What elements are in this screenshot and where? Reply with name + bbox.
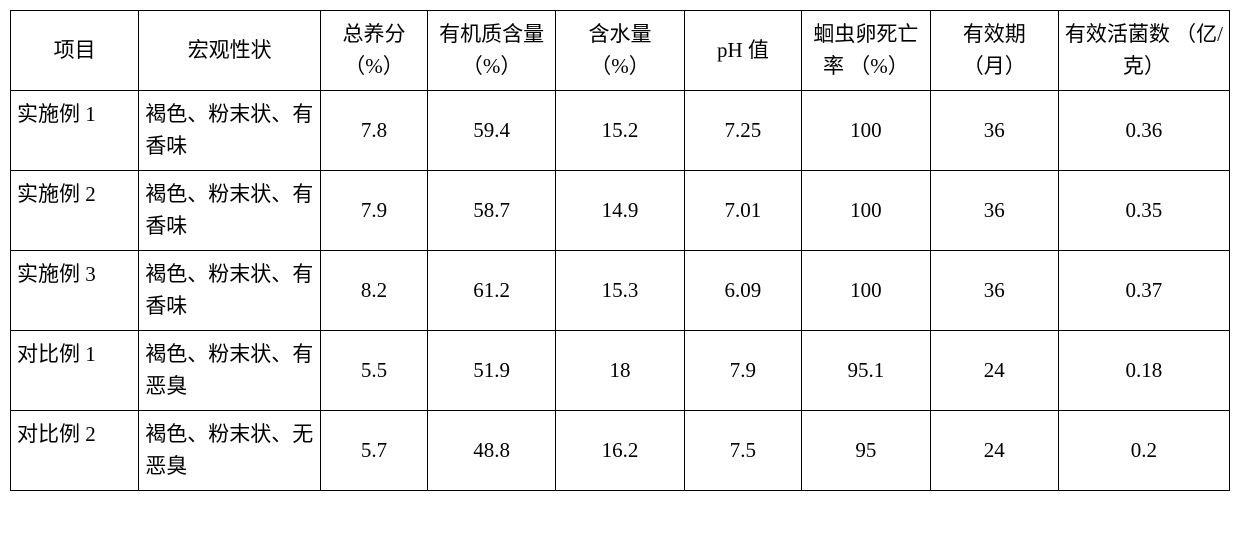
cell-egg: 100 bbox=[802, 91, 930, 171]
cell-macro: 褐色、粉末状、有恶臭 bbox=[139, 331, 321, 411]
cell-ph: 7.9 bbox=[684, 331, 802, 411]
cell-egg: 95 bbox=[802, 411, 930, 491]
cell-macro: 褐色、粉末状、有香味 bbox=[139, 251, 321, 331]
cell-nutrient: 7.9 bbox=[321, 171, 428, 251]
col-header-bacteria: 有效活菌数 （亿/克） bbox=[1058, 11, 1229, 91]
cell-nutrient: 7.8 bbox=[321, 91, 428, 171]
col-header-nutrient: 总养分 （%） bbox=[321, 11, 428, 91]
cell-bacteria: 0.35 bbox=[1058, 171, 1229, 251]
cell-ph: 6.09 bbox=[684, 251, 802, 331]
cell-shelf: 36 bbox=[930, 251, 1058, 331]
col-header-organic: 有机质含量 （%） bbox=[428, 11, 556, 91]
table-row: 实施例 1 褐色、粉末状、有香味 7.8 59.4 15.2 7.25 100 … bbox=[11, 91, 1230, 171]
table-row: 实施例 3 褐色、粉末状、有香味 8.2 61.2 15.3 6.09 100 … bbox=[11, 251, 1230, 331]
cell-project: 实施例 1 bbox=[11, 91, 139, 171]
cell-egg: 100 bbox=[802, 251, 930, 331]
cell-organic: 51.9 bbox=[428, 331, 556, 411]
cell-organic: 58.7 bbox=[428, 171, 556, 251]
cell-project: 对比例 2 bbox=[11, 411, 139, 491]
cell-nutrient: 5.5 bbox=[321, 331, 428, 411]
col-header-egg: 蛔虫卵死亡率 （%） bbox=[802, 11, 930, 91]
data-table: 项目 宏观性状 总养分 （%） 有机质含量 （%） 含水量 （%） pH 值 蛔… bbox=[10, 10, 1230, 491]
cell-project: 实施例 3 bbox=[11, 251, 139, 331]
cell-ph: 7.25 bbox=[684, 91, 802, 171]
cell-water: 15.2 bbox=[556, 91, 684, 171]
cell-ph: 7.01 bbox=[684, 171, 802, 251]
col-header-shelf: 有效期 （月） bbox=[930, 11, 1058, 91]
cell-nutrient: 5.7 bbox=[321, 411, 428, 491]
table-header-row: 项目 宏观性状 总养分 （%） 有机质含量 （%） 含水量 （%） pH 值 蛔… bbox=[11, 11, 1230, 91]
cell-bacteria: 0.2 bbox=[1058, 411, 1229, 491]
cell-shelf: 24 bbox=[930, 331, 1058, 411]
cell-organic: 59.4 bbox=[428, 91, 556, 171]
cell-nutrient: 8.2 bbox=[321, 251, 428, 331]
col-header-water: 含水量 （%） bbox=[556, 11, 684, 91]
cell-organic: 61.2 bbox=[428, 251, 556, 331]
cell-water: 14.9 bbox=[556, 171, 684, 251]
col-header-ph: pH 值 bbox=[684, 11, 802, 91]
cell-macro: 褐色、粉末状、有香味 bbox=[139, 91, 321, 171]
table-row: 对比例 2 褐色、粉末状、无恶臭 5.7 48.8 16.2 7.5 95 24… bbox=[11, 411, 1230, 491]
cell-egg: 100 bbox=[802, 171, 930, 251]
table-row: 对比例 1 褐色、粉末状、有恶臭 5.5 51.9 18 7.9 95.1 24… bbox=[11, 331, 1230, 411]
cell-ph: 7.5 bbox=[684, 411, 802, 491]
col-header-macro: 宏观性状 bbox=[139, 11, 321, 91]
cell-shelf: 36 bbox=[930, 91, 1058, 171]
cell-water: 15.3 bbox=[556, 251, 684, 331]
table-row: 实施例 2 褐色、粉末状、有香味 7.9 58.7 14.9 7.01 100 … bbox=[11, 171, 1230, 251]
cell-macro: 褐色、粉末状、无恶臭 bbox=[139, 411, 321, 491]
cell-project: 实施例 2 bbox=[11, 171, 139, 251]
cell-macro: 褐色、粉末状、有香味 bbox=[139, 171, 321, 251]
cell-project: 对比例 1 bbox=[11, 331, 139, 411]
cell-shelf: 24 bbox=[930, 411, 1058, 491]
cell-bacteria: 0.18 bbox=[1058, 331, 1229, 411]
cell-water: 16.2 bbox=[556, 411, 684, 491]
cell-bacteria: 0.36 bbox=[1058, 91, 1229, 171]
cell-egg: 95.1 bbox=[802, 331, 930, 411]
col-header-project: 项目 bbox=[11, 11, 139, 91]
cell-shelf: 36 bbox=[930, 171, 1058, 251]
cell-water: 18 bbox=[556, 331, 684, 411]
cell-bacteria: 0.37 bbox=[1058, 251, 1229, 331]
cell-organic: 48.8 bbox=[428, 411, 556, 491]
